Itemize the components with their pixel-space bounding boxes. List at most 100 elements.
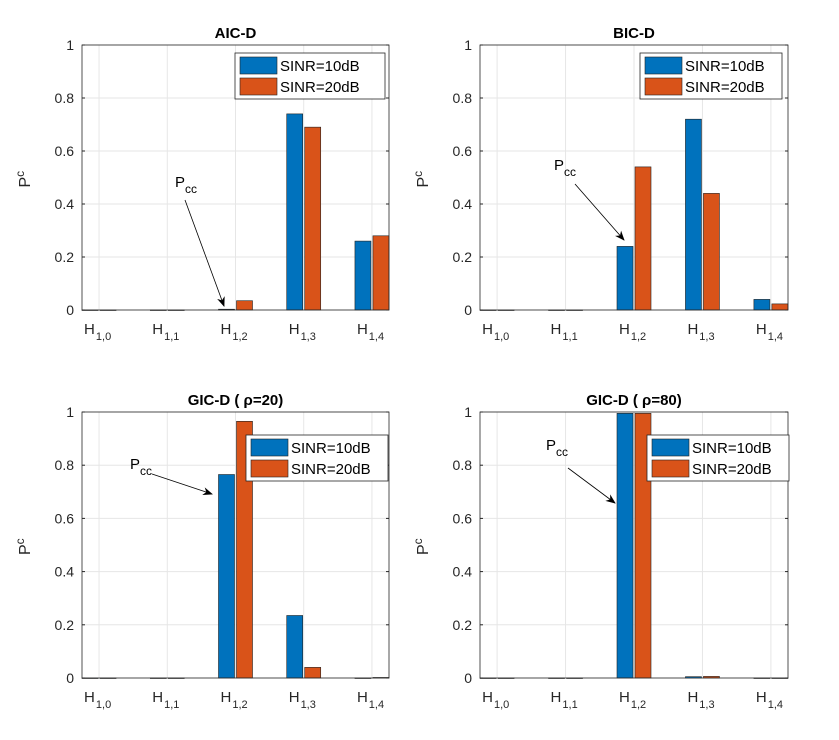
legend-label: SINR=20dB	[685, 79, 765, 96]
annotation-arrow	[567, 467, 616, 504]
y-label-main: P	[17, 544, 34, 555]
legend-label: SINR=20dB	[692, 461, 772, 478]
x-tick-subscript: 1,4	[369, 331, 384, 343]
y-label-main: P	[17, 177, 34, 188]
chart-title: BIC-D	[613, 25, 655, 42]
x-tick-subscript: 1,0	[494, 331, 509, 343]
legend-swatch	[239, 56, 278, 75]
x-tick-main: H	[152, 689, 163, 706]
x-tick-label: H1,2	[619, 689, 646, 711]
x-tick-subscript: 1,0	[96, 699, 111, 711]
x-tick-subscript: 1,4	[768, 699, 783, 711]
legend-swatch	[644, 77, 683, 96]
x-tick-label: H1,4	[357, 321, 384, 343]
annotation-arrow	[574, 183, 625, 241]
annotation-label: Pcc	[130, 456, 152, 478]
legend-swatch	[250, 459, 289, 478]
x-tick-label: H1,2	[221, 321, 248, 343]
legend-label: SINR=10dB	[692, 440, 772, 457]
x-tick-main: H	[687, 689, 698, 706]
x-tick-main: H	[756, 689, 767, 706]
x-tick-label: H1,2	[619, 321, 646, 343]
y-tick-label: 0.8	[55, 457, 75, 473]
x-tick-subscript: 1,1	[562, 699, 577, 711]
y-tick-label: 0.4	[453, 196, 473, 212]
y-tick-label: 0	[464, 670, 472, 686]
x-tick-main: H	[756, 321, 767, 338]
chart-title: AIC-D	[215, 25, 257, 42]
x-tick-main: H	[221, 689, 232, 706]
legend-label: SINR=20dB	[280, 79, 360, 96]
x-tick-subscript: 1,2	[232, 331, 247, 343]
y-label-main: P	[415, 177, 432, 188]
chart-title: GIC-D ( ρ=20)	[188, 392, 284, 409]
legend-label: SINR=20dB	[291, 461, 371, 478]
x-tick-label: H1,3	[289, 689, 316, 711]
axes-box	[81, 44, 390, 311]
x-tick-subscript: 1,3	[301, 699, 316, 711]
bar-SINR=20dB-H1,3	[703, 193, 720, 311]
x-tick-main: H	[84, 321, 95, 338]
legend-swatch	[651, 459, 690, 478]
y-tick-label: 1	[66, 37, 74, 53]
y-tick-label: 0.2	[55, 249, 75, 265]
bar-SINR=20dB-H1,2	[236, 300, 253, 311]
y-label-subscript: c	[411, 171, 425, 177]
x-tick-main: H	[357, 321, 368, 338]
x-tick-label: H1,4	[756, 321, 783, 343]
annotation-main: P	[546, 437, 556, 454]
annotation-subscript: cc	[140, 464, 152, 478]
legend-swatch	[239, 77, 278, 96]
x-tick-label: H1,2	[221, 689, 248, 711]
y-tick-label: 1	[66, 404, 74, 420]
legend: SINR=10dB SINR=20dB	[245, 434, 389, 482]
y-label-subscript: c	[13, 538, 27, 544]
x-tick-main: H	[687, 321, 698, 338]
y-tick-label: 0.2	[453, 249, 473, 265]
y-label-main: P	[415, 544, 432, 555]
x-tick-label: H1,1	[152, 321, 179, 343]
y-tick-label: 0.2	[55, 617, 75, 633]
bar-SINR=20dB-H1,4	[372, 235, 390, 311]
legend: SINR=10dB SINR=20dB	[639, 52, 783, 100]
bar-SINR=20dB-H1,2	[634, 166, 652, 311]
y-tick-label: 0.6	[453, 510, 473, 526]
x-tick-main: H	[482, 321, 493, 338]
x-tick-subscript: 1,2	[232, 699, 247, 711]
x-tick-subscript: 1,3	[699, 331, 714, 343]
x-tick-subscript: 1,0	[494, 699, 509, 711]
y-tick-label: 0	[464, 302, 472, 318]
y-tick-label: 0	[66, 670, 74, 686]
legend-swatch	[250, 438, 289, 457]
x-tick-label: H1,0	[482, 689, 509, 711]
y-tick-label: 0.6	[55, 510, 75, 526]
x-tick-main: H	[619, 321, 630, 338]
bar-SINR=10dB-H1,3	[685, 118, 702, 311]
x-tick-subscript: 1,4	[369, 699, 384, 711]
x-tick-subscript: 1,1	[562, 331, 577, 343]
x-tick-main: H	[482, 689, 493, 706]
legend: SINR=10dB SINR=20dB	[646, 434, 790, 482]
legend: SINR=10dB SINR=20dB	[234, 52, 386, 100]
x-tick-subscript: 1,0	[96, 331, 111, 343]
x-tick-subscript: 1,2	[631, 331, 646, 343]
bar-SINR=10dB-H1,4	[354, 240, 372, 311]
bar-SINR=10dB-H1,4	[753, 299, 771, 311]
x-tick-main: H	[289, 689, 300, 706]
axes-box	[479, 44, 789, 311]
annotation-subscript: cc	[556, 445, 568, 459]
x-tick-main: H	[551, 321, 562, 338]
x-tick-main: H	[619, 689, 630, 706]
bar-SINR=10dB-H1,2	[616, 413, 634, 679]
axes-box	[479, 411, 789, 679]
annotation-arrow	[151, 473, 213, 495]
y-tick-label: 0.4	[55, 564, 75, 580]
y-tick-label: 0.6	[55, 143, 75, 159]
bar-SINR=10dB-H1,2	[616, 246, 634, 311]
chart-title: GIC-D ( ρ=80)	[586, 392, 682, 409]
x-tick-label: H1,3	[687, 321, 714, 343]
bar-SINR=10dB-H1,3	[286, 113, 304, 311]
